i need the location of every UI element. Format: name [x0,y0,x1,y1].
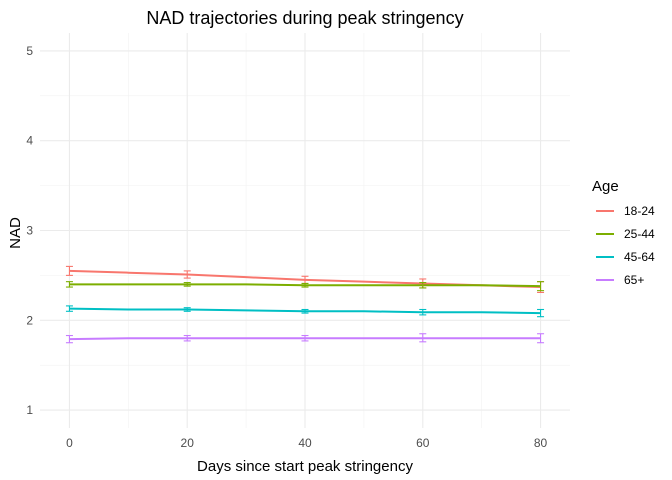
y-tick-label: 2 [26,313,33,327]
error-bar-65+ [65,334,73,344]
error-bar-25-44 [301,282,309,288]
x-axis-ticks: 0 20 40 60 80 [66,436,547,450]
legend-item: 18-24 [596,204,655,218]
error-bar-65+ [537,333,545,344]
y-tick-label: 3 [26,224,33,238]
legend-item: 45-64 [596,250,655,264]
grid-major [40,33,570,428]
error-bar-18-24 [183,270,191,279]
x-tick-label: 60 [416,436,430,450]
legend-title: Age [592,178,619,195]
error-bar-45-64 [65,305,73,312]
x-axis-label: Days since start peak stringency [197,458,413,475]
x-tick-label: 80 [534,436,548,450]
error-bars [65,265,545,344]
legend-label: 45-64 [624,250,655,264]
chart-title: NAD trajectories during peak stringency [146,8,463,28]
y-axis-ticks: 1 2 3 4 5 [26,44,33,417]
error-bar-45-64 [537,308,545,318]
error-bar-25-44 [65,281,73,288]
error-bar-65+ [301,334,309,342]
legend-label: 25-44 [624,227,655,241]
y-axis-label: NAD [7,217,24,249]
error-bar-25-44 [419,282,427,289]
y-tick-label: 5 [26,44,33,58]
legend-label: 65+ [624,273,644,287]
error-bar-18-24 [65,265,73,276]
legend-item: 25-44 [596,227,655,241]
legend: Age 18-24 25-44 45-64 65+ [592,178,655,287]
y-tick-label: 1 [26,403,33,417]
y-tick-label: 4 [26,134,33,148]
x-tick-label: 40 [298,436,312,450]
error-bar-65+ [419,333,427,343]
legend-label: 18-24 [624,204,655,218]
error-bar-45-64 [419,308,427,316]
legend-item: 65+ [596,273,644,287]
x-tick-label: 20 [181,436,195,450]
error-bar-25-44 [183,282,191,287]
error-bar-65+ [183,334,191,342]
error-bar-45-64 [301,308,309,314]
error-bar-25-44 [537,281,545,292]
error-bar-45-64 [183,307,191,312]
x-tick-label: 0 [66,436,73,450]
